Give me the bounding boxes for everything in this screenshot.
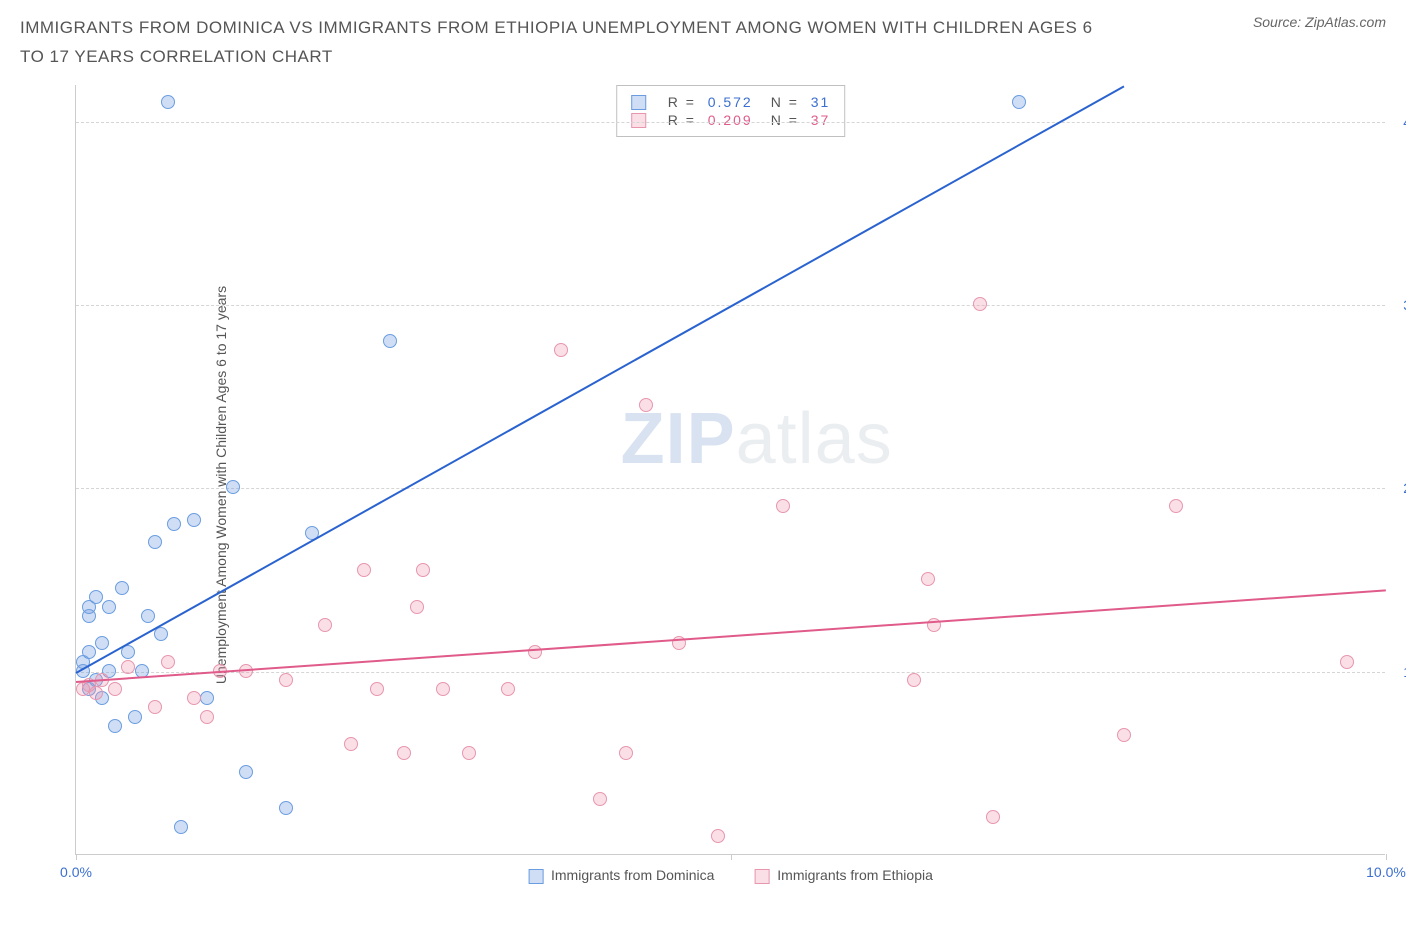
data-point (148, 535, 162, 549)
legend-stats-row: R = 0.572 N = 31 (631, 94, 831, 110)
n-stat: N = 37 (771, 112, 831, 128)
chart-container: Unemployment Among Women with Children A… (30, 85, 1390, 885)
bottom-legend: Immigrants from Dominica Immigrants from… (528, 867, 933, 884)
data-point (907, 673, 921, 687)
plot-area: ZIPatlas R = 0.572N = 31R = 0.209N = 37 … (75, 85, 1385, 855)
legend-item: Immigrants from Ethiopia (754, 867, 933, 884)
source-label: Source: ZipAtlas.com (1253, 14, 1386, 30)
data-point (554, 343, 568, 357)
data-point (357, 563, 371, 577)
data-point (1340, 655, 1354, 669)
gridline (76, 122, 1385, 123)
x-tick (731, 854, 732, 860)
data-point (239, 765, 253, 779)
data-point (436, 682, 450, 696)
data-point (344, 737, 358, 751)
r-stat: R = 0.572 (668, 94, 753, 110)
data-point (776, 499, 790, 513)
data-point (108, 719, 122, 733)
data-point (528, 645, 542, 659)
n-stat: N = 31 (771, 94, 831, 110)
trend-line (76, 85, 1125, 673)
data-point (1169, 499, 1183, 513)
legend-swatch (631, 113, 646, 128)
watermark: ZIPatlas (621, 398, 893, 480)
data-point (187, 691, 201, 705)
data-point (619, 746, 633, 760)
legend-label: Immigrants from Dominica (551, 867, 714, 883)
data-point (187, 513, 201, 527)
x-tick (76, 854, 77, 860)
r-stat: R = 0.209 (668, 112, 753, 128)
data-point (711, 829, 725, 843)
data-point (370, 682, 384, 696)
data-point (161, 95, 175, 109)
data-point (397, 746, 411, 760)
data-point (410, 600, 424, 614)
data-point (200, 691, 214, 705)
gridline (76, 672, 1385, 673)
data-point (148, 700, 162, 714)
data-point (973, 297, 987, 311)
legend-swatch (528, 869, 543, 884)
watermark-atlas: atlas (736, 399, 893, 479)
data-point (200, 710, 214, 724)
watermark-zip: ZIP (621, 399, 736, 479)
data-point (986, 810, 1000, 824)
data-point (174, 820, 188, 834)
data-point (89, 686, 103, 700)
trend-line (76, 589, 1386, 683)
legend-item: Immigrants from Dominica (528, 867, 714, 884)
legend-stats-box: R = 0.572 N = 31 R = 0.209 N = 37 (616, 85, 846, 137)
chart-title: IMMIGRANTS FROM DOMINICA VS IMMIGRANTS F… (20, 14, 1120, 72)
data-point (89, 590, 103, 604)
legend-stats-row: R = 0.209 N = 37 (631, 112, 831, 128)
data-point (416, 563, 430, 577)
data-point (102, 600, 116, 614)
legend-swatch (631, 95, 646, 110)
data-point (279, 801, 293, 815)
data-point (501, 682, 515, 696)
data-point (128, 710, 142, 724)
data-point (95, 636, 109, 650)
legend-swatch (754, 869, 769, 884)
data-point (82, 645, 96, 659)
data-point (593, 792, 607, 806)
legend-label: Immigrants from Ethiopia (777, 867, 933, 883)
data-point (141, 609, 155, 623)
data-point (318, 618, 332, 632)
data-point (115, 581, 129, 595)
data-point (226, 480, 240, 494)
data-point (161, 655, 175, 669)
data-point (108, 682, 122, 696)
x-tick-label: 0.0% (60, 864, 92, 880)
data-point (121, 660, 135, 674)
data-point (1117, 728, 1131, 742)
data-point (383, 334, 397, 348)
gridline (76, 488, 1385, 489)
data-point (1012, 95, 1026, 109)
data-point (921, 572, 935, 586)
data-point (279, 673, 293, 687)
data-point (462, 746, 476, 760)
data-point (167, 517, 181, 531)
x-tick-label: 10.0% (1366, 864, 1406, 880)
data-point (639, 398, 653, 412)
x-tick (1386, 854, 1387, 860)
